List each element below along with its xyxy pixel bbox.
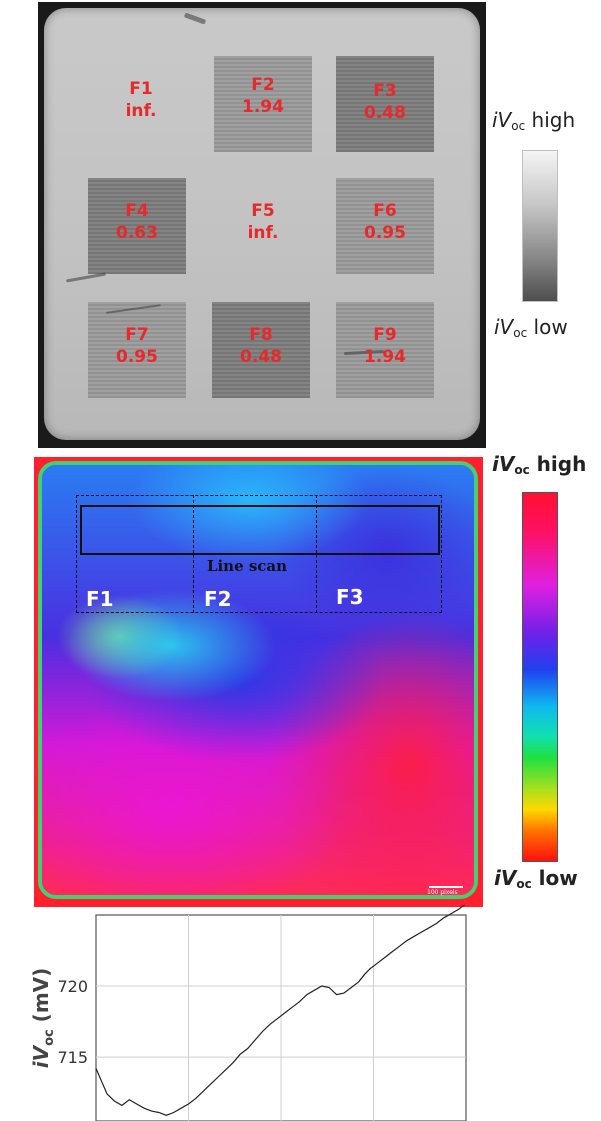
wafer-grayscale: F1 inf. F2 1.94 F3 0.48 F4 0.63 F5 inf. F6 0.9… (44, 8, 480, 440)
field-label-f9: F9 1.94 (364, 325, 406, 367)
field-label-f4: F4 0.63 (116, 201, 158, 243)
field-f2 (214, 56, 312, 152)
grid-lines (96, 915, 466, 1121)
false-color-map: Line scan F1 F2 F3 100 pixels (34, 457, 483, 907)
field-label-f1: F1 inf. (125, 79, 157, 121)
field-label-f7: F7 0.95 (116, 325, 158, 367)
color-legend-high: iVoc high (492, 452, 587, 477)
field-label-f6: F6 0.95 (364, 201, 406, 243)
line-scan-label: Line scan (206, 557, 288, 575)
field-f8 (212, 302, 310, 398)
cmap-field-label-f1: F1 (86, 587, 114, 611)
grayscale-legend-high: iVoc high (492, 108, 576, 133)
grayscale-colorbar (522, 150, 558, 302)
field-label-f3: F3 0.48 (364, 81, 406, 123)
scale-bar (429, 886, 463, 888)
line-scan-box (80, 505, 440, 555)
dashed-field-box (76, 495, 442, 613)
field-f4 (88, 178, 186, 274)
rainbow-colorbar (522, 492, 558, 862)
field-f9 (336, 302, 434, 398)
defect-mark (66, 272, 106, 283)
ivoc-line-series (95, 905, 466, 1116)
cmap-field-label-f2: F2 (204, 587, 232, 611)
ivoc-color-map (42, 465, 474, 895)
y-axis-title: iVoc (mV) (29, 968, 57, 1069)
wafer-edge-contour (38, 461, 478, 899)
y-tick-label: 715 (57, 1048, 88, 1067)
field-f6 (336, 178, 434, 274)
cmap-field-label-f3: F3 (336, 585, 364, 609)
defect-mark (183, 12, 207, 25)
y-tick-labels: 715 720 (57, 977, 88, 1067)
scale-bar-label: 100 pixels (427, 889, 458, 896)
grayscale-legend-low: iVoc low (494, 315, 568, 340)
grayscale-pl-image: F1 inf. F2 1.94 F3 0.48 F4 0.63 F5 inf. F6 0.9… (38, 2, 486, 448)
y-tick-label: 720 (57, 977, 88, 996)
field-f3 (336, 56, 434, 152)
field-label-f2: F2 1.94 (242, 75, 284, 117)
field-label-f5: F5 inf. (247, 201, 279, 243)
line-scan-chart: 715 720 iVoc (mV) (29, 905, 467, 1121)
field-label-f8: F8 0.48 (240, 325, 282, 367)
field-f7 (88, 302, 186, 398)
color-legend-low: iVoc low (494, 866, 578, 891)
